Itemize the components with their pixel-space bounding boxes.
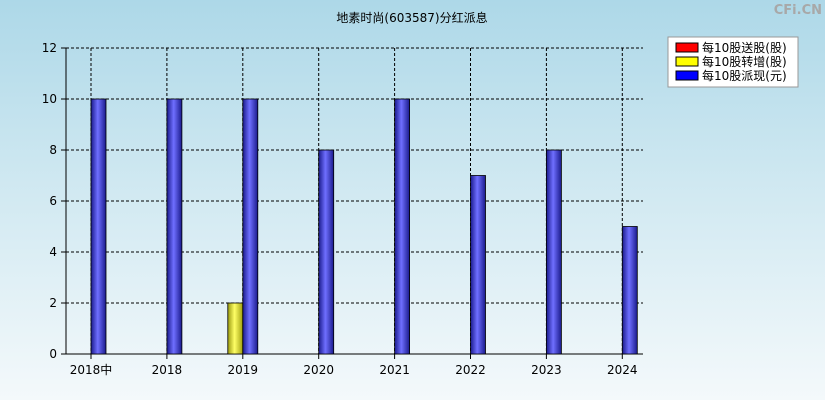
plot-area: 0 2 4 6 8 10 12 2018中 2018 2019 2020 2021 2022 2023 20… [42, 41, 643, 377]
bar-paixian [242, 98, 259, 355]
legend-label-songgu: 每10股送股(股) [702, 40, 787, 55]
y-tick-label: 8 [49, 143, 57, 157]
bar-paixian [621, 226, 638, 355]
y-tick-label: 12 [42, 41, 57, 55]
y-tick-label: 0 [49, 347, 57, 361]
bar-paixian [470, 175, 486, 355]
y-tick-label: 4 [49, 245, 57, 259]
legend-swatch-songgu [675, 42, 699, 53]
bar-zhuanzeng [227, 302, 244, 355]
y-tick-label: 10 [42, 92, 57, 106]
x-tick-label: 2022 [455, 363, 486, 377]
bar-paixian [318, 149, 335, 355]
legend-swatch-zhuanzeng [675, 56, 699, 67]
x-tick-label: 2020 [303, 363, 334, 377]
x-tick-label: 2019 [228, 363, 259, 377]
x-tick-label: 2018 [152, 363, 183, 377]
legend: 每10股送股(股) 每10股转增(股) 每10股派现(元) [667, 36, 799, 88]
legend-swatch-paixian [675, 70, 699, 81]
x-tick-label: 2018中 [70, 362, 113, 377]
y-tick-label: 2 [49, 296, 57, 310]
bar-paixian [394, 98, 411, 355]
x-tick-label: 2021 [379, 363, 410, 377]
y-tick-label: 6 [49, 194, 57, 208]
chart-title: 地素时尚(603587)分红派息 [336, 10, 487, 25]
x-tick-label: 2024 [607, 363, 638, 377]
x-tick-label: 2023 [531, 363, 562, 377]
watermark-text: CFi.CN [774, 3, 822, 18]
bar-paixian [546, 149, 562, 355]
legend-label-zhuanzeng: 每10股转增(股) [702, 54, 787, 69]
bar-paixian [90, 98, 107, 355]
legend-label-paixian: 每10股派现(元) [702, 68, 787, 83]
bar-paixian [166, 98, 183, 355]
